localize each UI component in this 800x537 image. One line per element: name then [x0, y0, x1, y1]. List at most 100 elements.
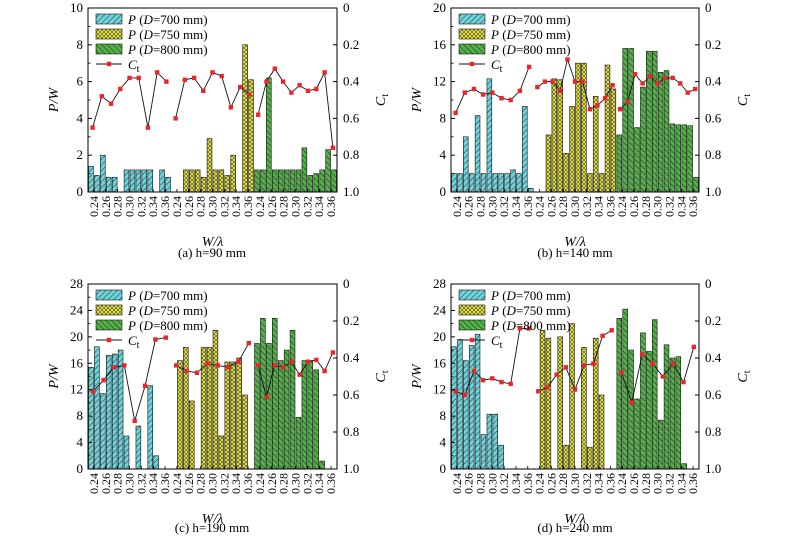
ct-point — [580, 79, 585, 84]
y-tick-label: 0 — [440, 461, 447, 476]
bar-1-3-1 — [111, 176, 118, 193]
ct-point — [264, 394, 269, 400]
x-tick-label: 0.34 — [592, 473, 606, 494]
ct-point — [648, 73, 653, 79]
ct-point — [219, 73, 224, 79]
ct-point — [595, 103, 600, 108]
ct-point — [155, 70, 160, 75]
bar-2-5-1 — [218, 169, 225, 193]
bar-2-3-1 — [194, 169, 201, 193]
y2-tick-label: 0.4 — [343, 74, 360, 89]
x-tick-label: 0.24 — [170, 473, 184, 494]
bar-2-2-2 — [551, 78, 558, 193]
ct-point — [314, 357, 319, 363]
y-tick-label: 8 — [440, 110, 447, 125]
y-axis-label: P/W — [47, 363, 62, 389]
bar-1-4-1 — [123, 169, 130, 193]
x-tick-label: 0.36 — [241, 473, 255, 494]
x-tick-label: 0.24 — [533, 196, 547, 217]
ct-point — [508, 97, 513, 103]
x-tick-label: 0.30 — [485, 473, 499, 494]
x-tick-label: 0.26 — [544, 473, 558, 494]
y-tick-label: 24 — [70, 302, 84, 317]
x-tick-label: 0.30 — [568, 473, 582, 494]
y2-tick-label: 1.0 — [343, 184, 359, 199]
x-tick-label: 0.28 — [556, 473, 570, 494]
bar-3-1-1 — [616, 134, 622, 193]
ct-point — [305, 359, 311, 364]
x-tick-label: 0.36 — [521, 196, 535, 217]
ct-point — [625, 99, 630, 104]
x-tick-label: 0.26 — [544, 196, 558, 217]
x-tick-label: 0.24 — [253, 196, 267, 217]
bar-1-4-1 — [486, 413, 493, 470]
ct-point — [163, 335, 168, 340]
ct-point — [272, 363, 277, 368]
legend-ct-marker — [469, 61, 475, 67]
bar-3-3-1 — [277, 360, 284, 470]
x-tick-label: 0.24 — [450, 196, 464, 217]
bar-3-7-2 — [693, 176, 699, 193]
bar-3-4-1 — [289, 169, 296, 193]
bar-3-4-1 — [651, 319, 658, 470]
bar-3-1-2 — [260, 169, 266, 193]
bar-1-2-2 — [106, 176, 112, 193]
panel-caption: (a) h=90 mm — [178, 245, 246, 260]
bar-1-6-1 — [147, 169, 153, 193]
x-tick-label: 0.32 — [580, 473, 594, 494]
legend-label-3: P (D=800 mm) — [127, 318, 208, 333]
legend-swatch-2 — [95, 28, 123, 40]
bar-1-6-2 — [153, 455, 159, 470]
ct-point — [182, 77, 187, 82]
ct-line-1 — [92, 71, 167, 128]
bar-2-4-2 — [212, 329, 219, 470]
x-tick-label: 0.36 — [603, 473, 617, 494]
x-axis-label: W/λ — [202, 235, 224, 250]
bar-3-3-2 — [283, 169, 290, 193]
bar-3-7-2 — [331, 169, 337, 193]
y2-tick-label: 0.2 — [705, 313, 721, 328]
x-tick-label: 0.24 — [533, 473, 547, 494]
y-tick-label: 16 — [433, 355, 447, 370]
x-tick-label: 0.24 — [450, 473, 464, 494]
bar-2-5-2 — [587, 446, 593, 470]
ct-point — [602, 96, 608, 101]
bar-2-4-2 — [212, 169, 219, 193]
ct-point — [610, 83, 615, 88]
panel-caption: (c) h=190 mm — [175, 520, 249, 535]
bar-3-6-1 — [313, 173, 319, 193]
y2-axis-label: Ct — [374, 370, 391, 382]
ct-point — [280, 79, 286, 84]
y-tick-label: 4 — [440, 435, 447, 450]
bar-2-7-1 — [242, 394, 248, 470]
ct-point — [215, 363, 220, 368]
bar-2-3-1 — [557, 79, 563, 193]
ct-point — [289, 90, 294, 95]
bar-1-2-2 — [468, 173, 475, 193]
bar-3-2-1 — [628, 48, 634, 193]
ct-point — [127, 75, 132, 81]
x-tick-label: 0.28 — [277, 196, 291, 217]
bar-1-2-1 — [463, 136, 469, 193]
ct-point — [508, 381, 513, 387]
bar-1-5-2 — [141, 169, 148, 193]
legend-swatch-3 — [458, 319, 486, 331]
ct-point — [264, 79, 269, 84]
y2-tick-label: 0.4 — [705, 350, 722, 365]
bar-3-5-1 — [663, 344, 670, 470]
x-tick-label: 0.28 — [639, 196, 653, 217]
y2-tick-label: 0.6 — [705, 387, 722, 402]
ct-point — [255, 112, 261, 117]
ct-point — [535, 84, 540, 90]
ct-point — [247, 92, 252, 97]
bar-1-4-1 — [486, 78, 493, 193]
x-tick-label: 0.26 — [627, 473, 641, 494]
ct-point — [184, 368, 189, 374]
y-tick-label: 20 — [433, 329, 446, 344]
bar-3-1-1 — [254, 169, 260, 193]
bar-3-2-2 — [272, 318, 278, 470]
ct-point — [572, 79, 578, 84]
y-tick-label: 8 — [77, 408, 84, 423]
x-tick-label: 0.36 — [686, 196, 700, 217]
y-tick-label: 28 — [70, 276, 83, 291]
